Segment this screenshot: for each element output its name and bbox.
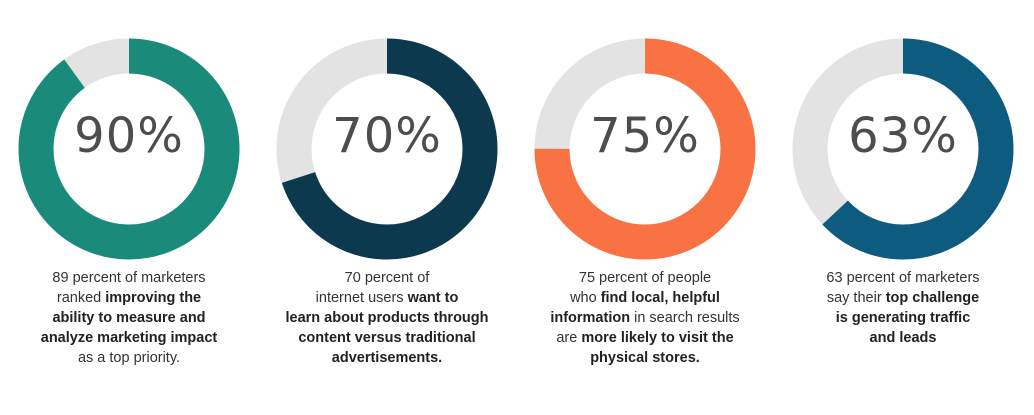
caption-bold-text: is generating traffic — [835, 310, 971, 326]
caption-bold-text: more likely to visit the — [581, 330, 734, 346]
caption-text: 89 percent of marketers — [52, 270, 206, 286]
caption-text: are — [556, 330, 582, 346]
caption-bold-text: want to — [407, 290, 459, 306]
stat-card: 70% 70 percent of internet users want to l… — [258, 0, 516, 415]
caption-text: as a top priority. — [77, 350, 181, 366]
caption-line: ability to measure and — [0, 308, 258, 328]
percent-label: 63% — [848, 108, 958, 164]
caption-line: analyze marketing impact — [0, 328, 258, 348]
caption-bold-text: top challenge — [885, 290, 980, 306]
caption-text: in search results — [630, 310, 740, 326]
caption-bold-text: physical stores. — [590, 350, 700, 366]
caption-bold-text: improving the — [105, 290, 202, 306]
donut-value-arc — [792, 38, 1014, 260]
caption-line: as a top priority. — [0, 348, 258, 368]
caption-line: 75 percent of people — [516, 268, 774, 288]
caption-text: 75 percent of people — [578, 270, 712, 286]
caption-bold-text: content versus traditional — [298, 330, 476, 346]
stat-caption: 89 percent of marketers ranked improving … — [0, 268, 258, 368]
stat-card: 63% 63 percent of marketers say their top… — [774, 0, 1032, 415]
caption-text: 63 percent of marketers — [826, 270, 980, 286]
caption-text: ranked — [56, 290, 106, 306]
caption-line: content versus traditional — [258, 328, 516, 348]
stat-card: 90% 89 percent of marketers ranked improv… — [0, 0, 258, 415]
caption-text: internet users — [315, 290, 408, 306]
percent-label: 75% — [590, 108, 700, 164]
donut-chart — [18, 38, 240, 260]
caption-bold-text: information — [550, 310, 631, 326]
percent-label: 90% — [74, 108, 184, 164]
donut-chart — [276, 38, 498, 260]
caption-line: 63 percent of marketers — [774, 268, 1032, 288]
caption-bold-text: ability to measure and — [52, 310, 206, 326]
caption-line: advertisements. — [258, 348, 516, 368]
donut-chart — [792, 38, 1014, 260]
caption-bold-text: and leads — [869, 330, 937, 346]
donut-chart — [534, 38, 756, 260]
stat-card: 75% 75 percent of people who find local, … — [516, 0, 774, 415]
caption-bold-text: advertisements. — [331, 350, 443, 366]
stat-caption: 70 percent of internet users want to learn… — [258, 268, 516, 368]
caption-line: is generating traffic — [774, 308, 1032, 328]
caption-line: internet users want to — [258, 288, 516, 308]
stat-caption: 75 percent of people who find local, help… — [516, 268, 774, 368]
caption-line: 89 percent of marketers — [0, 268, 258, 288]
caption-text: 70 percent of — [344, 270, 430, 286]
caption-bold-text: learn about products through — [285, 310, 489, 326]
caption-bold-text: find local, helpful — [600, 290, 720, 306]
caption-line: who find local, helpful — [516, 288, 774, 308]
percent-label: 70% — [332, 108, 442, 164]
caption-bold-text: analyze marketing impact — [40, 330, 218, 346]
caption-line: ranked improving the — [0, 288, 258, 308]
caption-text: who — [570, 290, 601, 306]
caption-line: 70 percent of — [258, 268, 516, 288]
donut-value-arc — [534, 38, 756, 260]
caption-line: are more likely to visit the — [516, 328, 774, 348]
caption-line: say their top challenge — [774, 288, 1032, 308]
caption-line: information in search results — [516, 308, 774, 328]
stat-caption: 63 percent of marketers say their top cha… — [774, 268, 1032, 348]
caption-text: say their — [826, 290, 886, 306]
donut-value-arc — [18, 38, 240, 260]
caption-line: and leads — [774, 328, 1032, 348]
donut-value-arc — [276, 38, 498, 260]
caption-line: physical stores. — [516, 348, 774, 368]
caption-line: learn about products through — [258, 308, 516, 328]
